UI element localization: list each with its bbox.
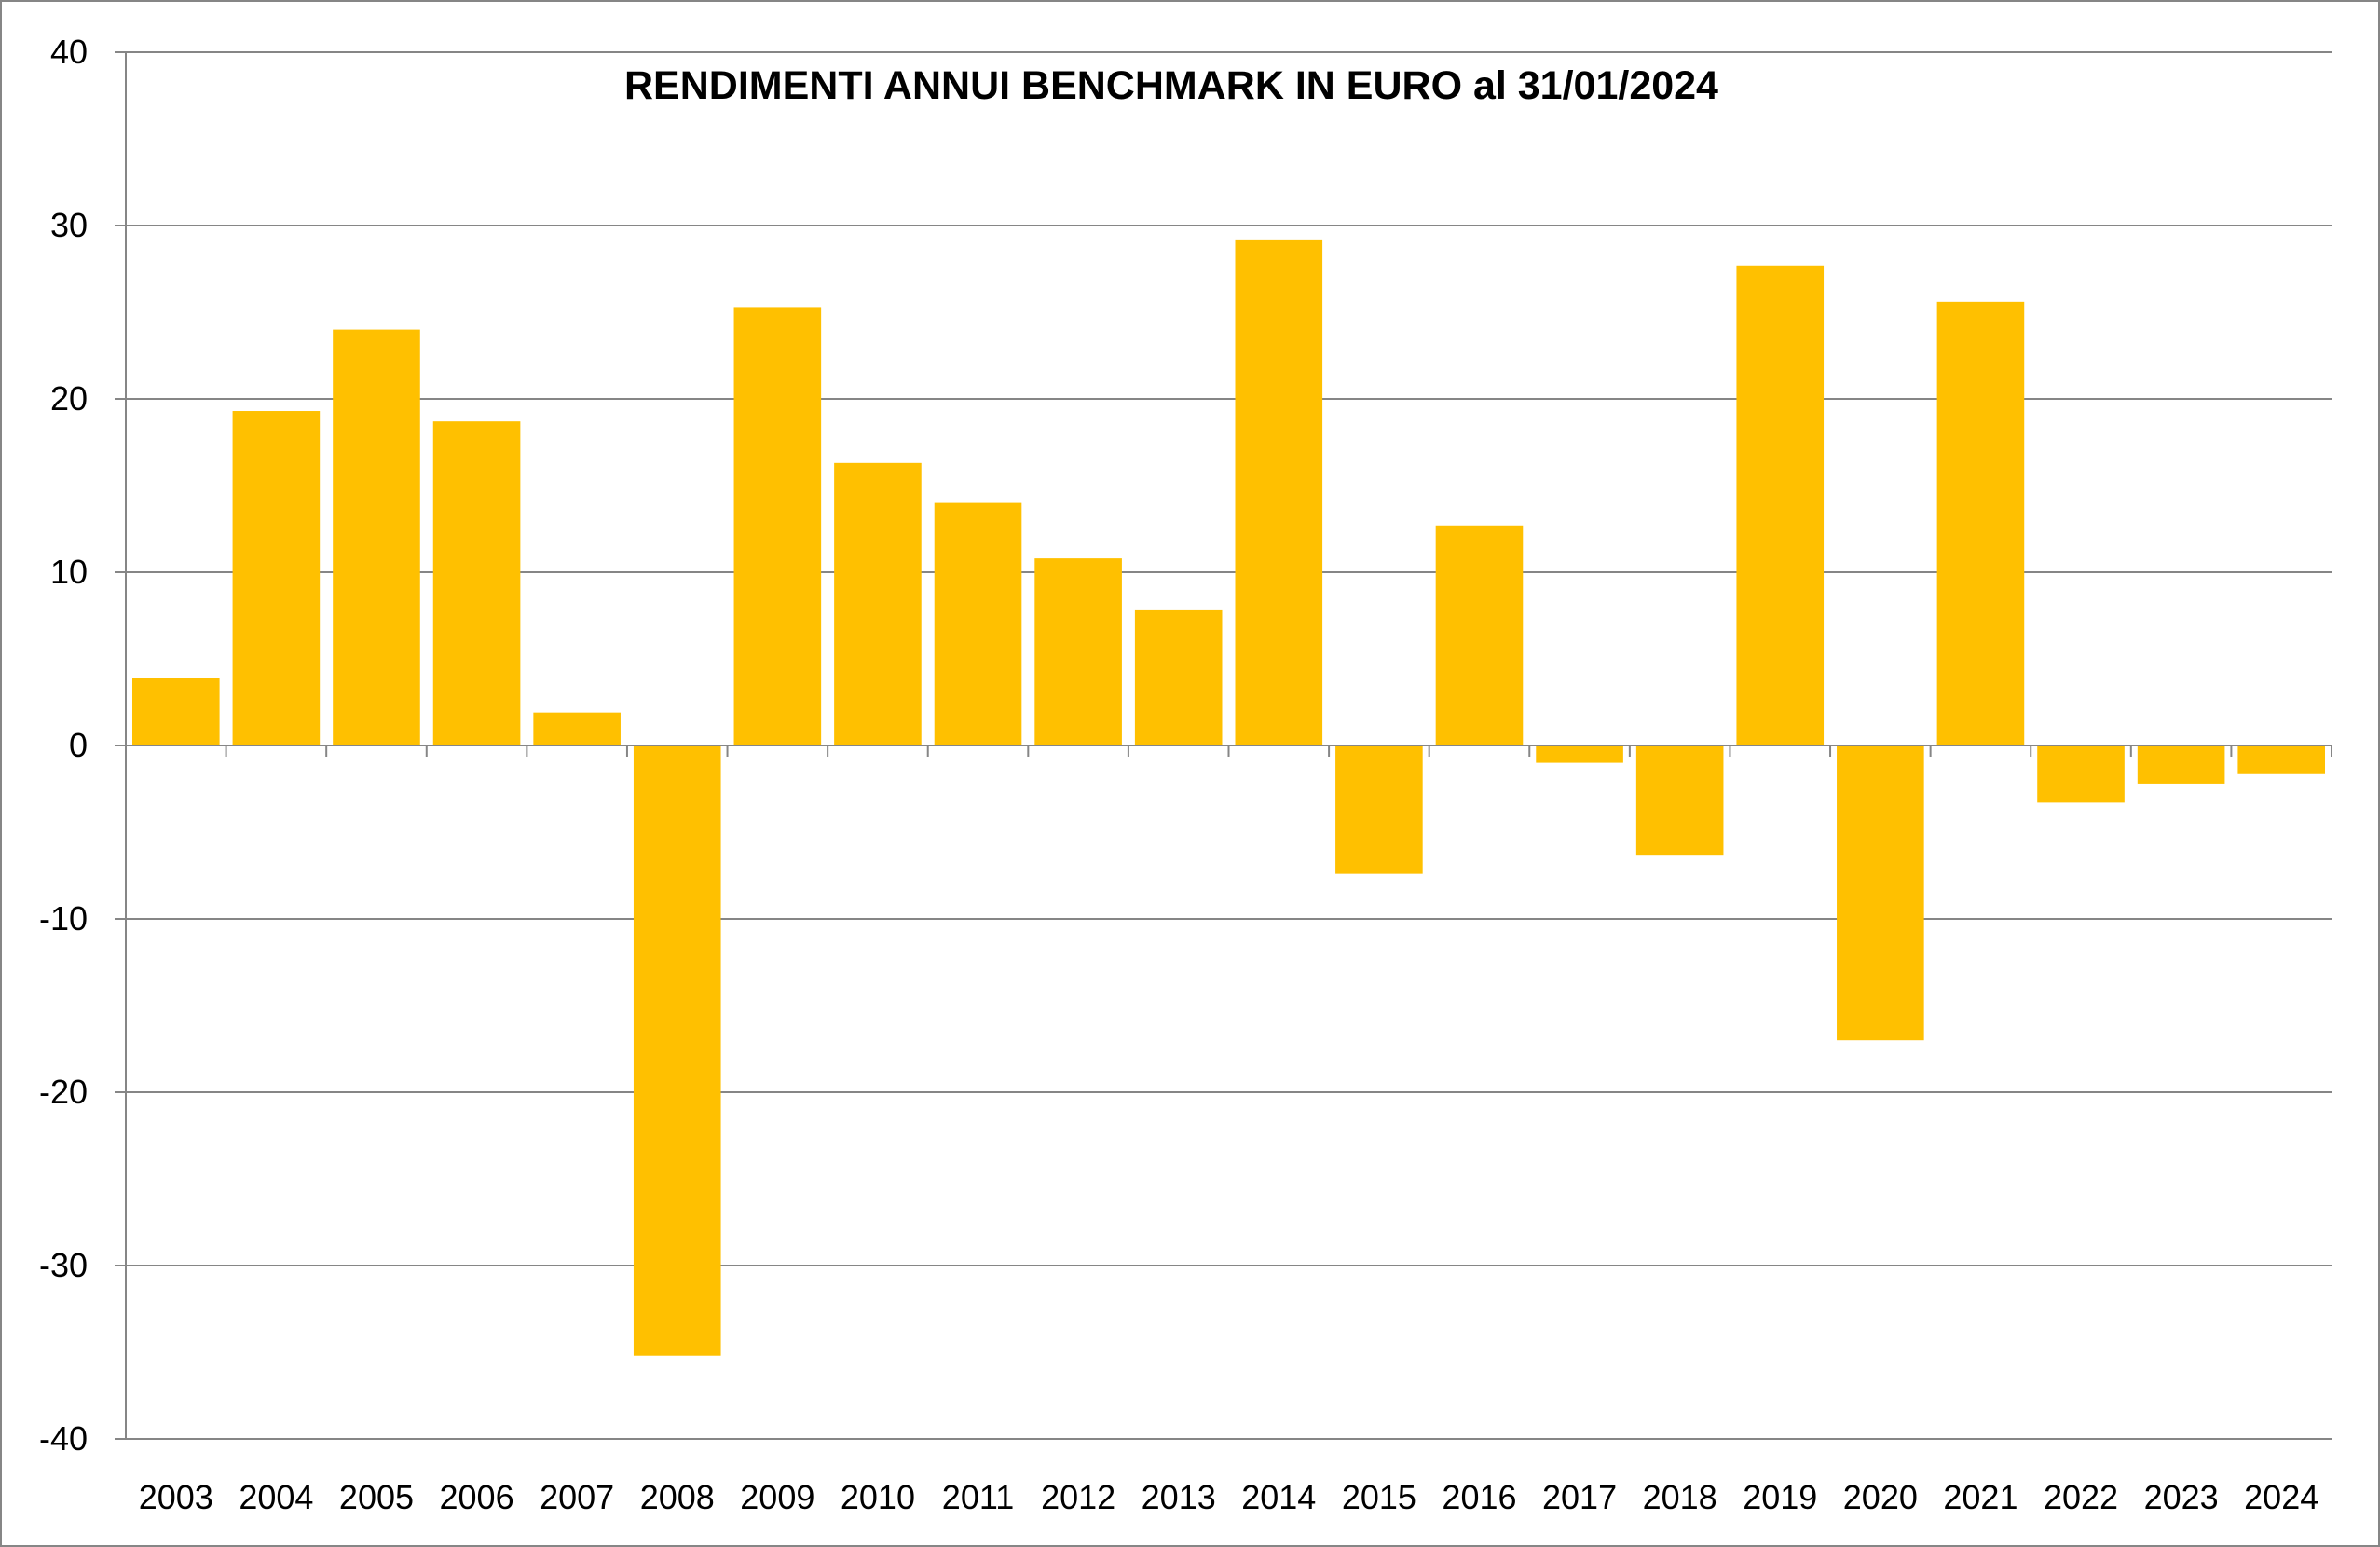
y-tick-label: 0 — [69, 726, 88, 764]
bar-2018 — [1635, 746, 1724, 856]
x-tick-label: 2016 — [1442, 1478, 1516, 1516]
bar-2012 — [1034, 558, 1122, 746]
bar-2017 — [1536, 746, 1623, 763]
x-tick-label: 2008 — [640, 1478, 715, 1516]
bar-2014 — [1235, 239, 1323, 746]
x-tick-label: 2021 — [1943, 1478, 2018, 1516]
x-tick-label: 2013 — [1142, 1478, 1216, 1516]
x-tick-label: 2004 — [239, 1478, 313, 1516]
chart-title: RENDIMENTI ANNUI BENCHMARK IN EURO al 31… — [624, 63, 1718, 108]
y-tick-label: 40 — [50, 33, 88, 71]
bar-2007 — [533, 712, 621, 746]
x-tick-label: 2003 — [139, 1478, 213, 1516]
x-tick-label: 2012 — [1041, 1478, 1115, 1516]
x-tick-label: 2014 — [1241, 1478, 1316, 1516]
x-tick-label: 2010 — [841, 1478, 915, 1516]
bar-2005 — [333, 329, 420, 746]
y-tick-label: 10 — [50, 553, 88, 591]
bar-2004 — [232, 411, 321, 746]
x-tick-label: 2024 — [2244, 1478, 2318, 1516]
bar-2003 — [131, 678, 220, 746]
x-tick-label: 2005 — [339, 1478, 414, 1516]
y-tick-label: 30 — [50, 206, 88, 244]
bar-2021 — [1936, 301, 2025, 746]
x-tick-label: 2018 — [1643, 1478, 1717, 1516]
x-tick-label: 2017 — [1542, 1478, 1617, 1516]
x-tick-label: 2019 — [1743, 1478, 1817, 1516]
y-tick-label: -10 — [39, 899, 88, 938]
bar-2016 — [1435, 525, 1524, 746]
bar-2013 — [1134, 609, 1223, 746]
bar-2010 — [834, 462, 922, 746]
x-tick-label: 2015 — [1342, 1478, 1416, 1516]
x-tick-label: 2007 — [540, 1478, 614, 1516]
x-tick-label: 2022 — [2044, 1478, 2118, 1516]
y-tick-label: 20 — [50, 379, 88, 418]
bar-2006 — [432, 421, 521, 746]
x-tick-labels: 2003 2004 2005 2006 2007 2008 2009 2010 2011 2012… — [139, 1478, 2319, 1516]
bar-2015 — [1335, 746, 1423, 874]
bar-2024 — [2237, 746, 2326, 774]
bar-2011 — [934, 502, 1022, 746]
x-tick-label: 2023 — [2144, 1478, 2219, 1516]
bars — [131, 239, 2326, 1356]
bar-2020 — [1837, 746, 1924, 1041]
x-tick-label: 2020 — [1843, 1478, 1918, 1516]
bar-2023 — [2137, 746, 2225, 784]
x-tick-label: 2011 — [942, 1478, 1014, 1516]
y-tick-label: -20 — [39, 1073, 88, 1111]
bar-2008 — [633, 746, 721, 1356]
y-tick-label: -30 — [39, 1246, 88, 1284]
x-tick-label: 2009 — [740, 1478, 814, 1516]
x-tick-label: 2006 — [440, 1478, 514, 1516]
bar-2019 — [1736, 265, 1825, 746]
y-tick-label: -40 — [39, 1419, 88, 1458]
bar-2009 — [733, 307, 822, 746]
y-tick-labels: 40 30 20 10 0 -10 -20 -30 -40 — [39, 33, 88, 1458]
bar-2022 — [2037, 746, 2125, 803]
axes — [115, 51, 2332, 1440]
